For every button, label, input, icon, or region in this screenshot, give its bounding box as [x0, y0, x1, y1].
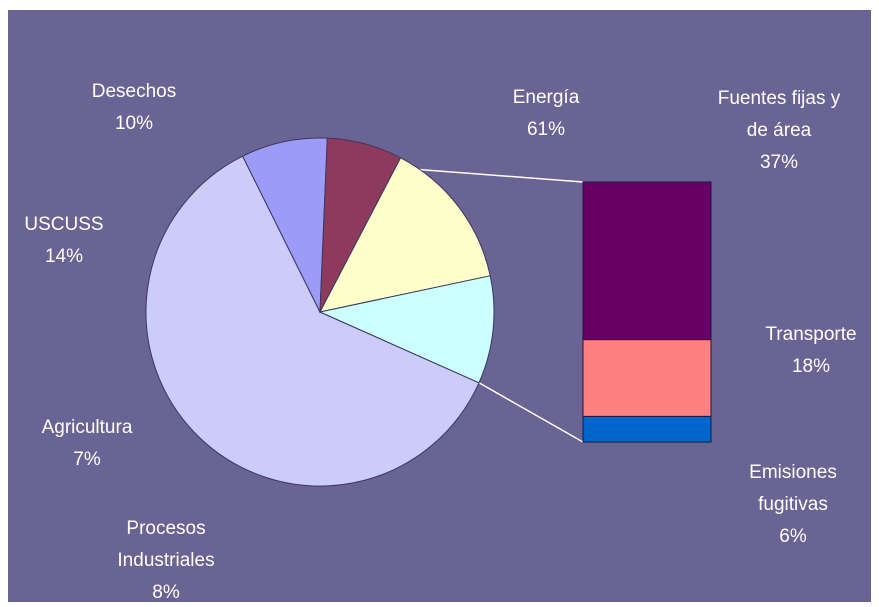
pie-slice-uscuss	[319, 157, 491, 313]
bar-label-fuentes-fijas-y-de-area: Fuentes fijas y de área 37%	[718, 88, 841, 173]
data-label-text: Agricultura	[42, 417, 133, 438]
data-label-value: 14%	[45, 246, 83, 267]
bar-segment-transporte	[582, 339, 712, 417]
stacked-bar	[582, 181, 712, 443]
data-label-text: Desechos	[92, 81, 177, 102]
data-label-text: Industriales	[117, 550, 214, 571]
data-label-text: fugitivas	[758, 494, 828, 515]
data-label-value: 37%	[760, 152, 798, 173]
data-label-value: 10%	[115, 113, 153, 134]
data-label-value: 8%	[152, 582, 180, 603]
pie-label-uscuss: USCUSS 14%	[24, 214, 103, 267]
data-label-text: Transporte	[765, 324, 856, 345]
data-label-text: de área	[747, 120, 812, 141]
data-label-text: Fuentes fijas y	[718, 88, 841, 109]
data-label-value: 61%	[527, 119, 565, 140]
pie-label-agricultura: Agricultura 7%	[42, 417, 133, 470]
data-label-text: Emisiones	[749, 462, 837, 483]
chart-labels: Energía 61% Procesos Industriales 8% Agricult…	[24, 81, 856, 603]
pie-chart	[145, 137, 495, 487]
data-label-value: 6%	[779, 526, 807, 547]
bar-label-emisiones-fugitivas: Emisiones fugitivas 6%	[749, 462, 837, 547]
data-label-value: 18%	[792, 356, 830, 377]
bar-label-transporte: Transporte 18%	[765, 324, 856, 377]
data-label-text: Energía	[513, 87, 580, 108]
bar-segment-fuentes-fijas-y-de-area	[582, 181, 712, 341]
pie-label-procesos-industriales: Procesos Industriales 8%	[117, 518, 214, 603]
pie-label-desechos: Desechos 10%	[92, 81, 177, 134]
pie-slice-desechos	[318, 275, 495, 384]
connector-line-bottom	[478, 382, 584, 443]
data-label-value: 7%	[73, 449, 101, 470]
bar-segment-emisiones-fugitivas	[582, 415, 712, 443]
pie-label-energia: Energía 61%	[513, 87, 580, 140]
data-label-text: Procesos	[126, 518, 205, 539]
data-label-text: USCUSS	[24, 214, 103, 235]
pie-slice-energia	[145, 155, 480, 487]
